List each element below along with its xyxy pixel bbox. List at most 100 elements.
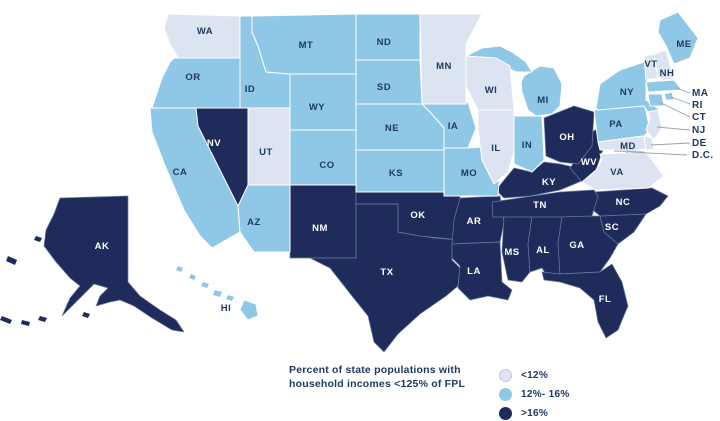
state-label-ga: GA — [569, 240, 584, 251]
legend-title-line1: Percent of state populations with — [289, 364, 461, 376]
state-ut[interactable] — [247, 107, 291, 186]
state-label-tn: TN — [533, 200, 547, 211]
callout-label-ma: MA — [692, 88, 708, 99]
legend-title-line2: household incomes <125% of FPL — [289, 378, 466, 390]
state-hi-island[interactable] — [226, 295, 234, 301]
state-label-ca: CA — [173, 167, 188, 178]
leader-line — [629, 151, 688, 156]
state-ak-island[interactable] — [21, 320, 30, 326]
state-tx[interactable] — [309, 203, 461, 353]
legend-title: Percent of state populations with househ… — [289, 363, 485, 391]
state-label-co: CO — [319, 160, 334, 171]
state-ak-island[interactable] — [82, 312, 90, 318]
state-hi-island[interactable] — [201, 282, 209, 288]
state-label-wy: WY — [309, 102, 325, 113]
state-label-nd: ND — [377, 37, 392, 48]
state-label-wv: WV — [581, 157, 597, 168]
state-label-ms: MS — [504, 247, 519, 258]
state-label-me: ME — [676, 39, 691, 50]
state-label-sd: SD — [377, 82, 391, 93]
state-label-nm: NM — [312, 223, 328, 234]
state-ri[interactable] — [663, 91, 675, 101]
state-label-md: MD — [620, 141, 636, 152]
state-label-tx: TX — [380, 267, 393, 278]
state-label-wi: WI — [485, 85, 498, 96]
state-label-ar: AR — [467, 216, 482, 227]
state-de[interactable] — [643, 135, 655, 151]
state-label-fl: FL — [599, 294, 612, 305]
state-co[interactable] — [289, 129, 357, 186]
legend-swatch-mid-icon — [499, 388, 512, 401]
state-or[interactable] — [151, 57, 241, 109]
state-hi[interactable] — [239, 299, 259, 321]
state-ia[interactable] — [421, 101, 477, 149]
legend-swatch-lt12-icon — [499, 369, 512, 382]
leader-lines-layer — [613, 87, 691, 156]
state-label-ak: AK — [95, 241, 110, 252]
state-hi-island[interactable] — [189, 274, 196, 280]
state-label-il: IL — [491, 143, 500, 154]
state-nj[interactable] — [645, 109, 663, 141]
callout-label-de: DE — [692, 138, 707, 149]
leader-line — [613, 150, 645, 153]
state-label-pa: PA — [609, 119, 623, 130]
state-ak-island[interactable] — [6, 256, 17, 265]
state-label-sc: SC — [605, 222, 619, 233]
state-label-nc: NC — [616, 197, 631, 208]
legend-item-gt16: >16% — [499, 407, 570, 420]
state-label-al: AL — [536, 245, 550, 256]
state-labels-layer: NV NM TX OK AR LA MS AL GA FL SC NC TN KY WV OH AK OR CA ID… — [95, 26, 714, 314]
state-ak-island[interactable] — [34, 236, 42, 242]
state-ak-island[interactable] — [38, 316, 47, 322]
state-label-nh: NH — [660, 68, 675, 79]
state-label-ny: NY — [620, 87, 634, 98]
state-hi-island[interactable] — [176, 266, 183, 272]
state-oh[interactable] — [543, 105, 595, 165]
state-wa[interactable] — [163, 13, 241, 59]
state-va[interactable] — [581, 151, 665, 191]
callout-label-ct: CT — [692, 112, 706, 123]
state-label-mt: MT — [299, 40, 314, 51]
legend-label-gt16: >16% — [521, 408, 549, 419]
leader-line — [656, 126, 691, 131]
legend-label-lt12: <12% — [521, 370, 549, 381]
state-label-va: VA — [610, 167, 624, 178]
state-label-ok: OK — [410, 210, 425, 221]
callout-label-nj: NJ — [692, 125, 706, 136]
legend-swatch-gt16-icon — [499, 407, 512, 420]
state-az[interactable] — [237, 184, 291, 253]
state-wi[interactable] — [465, 55, 515, 111]
legend-label-mid: 12%- 16% — [521, 389, 570, 400]
state-ca[interactable] — [149, 107, 241, 249]
legend-items: <12% 12%- 16% >16% — [499, 363, 570, 421]
state-label-az: AZ — [247, 217, 261, 228]
legend-item-mid: 12%- 16% — [499, 388, 570, 401]
state-label-id: ID — [245, 84, 256, 95]
state-label-wa: WA — [197, 26, 213, 37]
state-label-oh: OH — [559, 132, 574, 143]
state-label-ut: UT — [259, 147, 273, 158]
state-nh[interactable] — [653, 49, 675, 81]
state-label-or: OR — [185, 72, 200, 83]
state-label-ia: IA — [448, 121, 459, 132]
leader-line — [670, 96, 691, 105]
state-tn[interactable] — [491, 189, 599, 218]
state-ny[interactable] — [595, 59, 661, 113]
state-hi-island[interactable] — [213, 290, 222, 297]
state-label-mo: MO — [461, 168, 477, 179]
state-fl[interactable] — [541, 263, 629, 339]
state-ct[interactable] — [647, 93, 665, 107]
state-label-la: LA — [467, 266, 481, 277]
state-il[interactable] — [477, 109, 515, 185]
state-la[interactable] — [451, 241, 513, 301]
callout-label-ri: RI — [692, 100, 703, 111]
leader-line — [675, 87, 691, 94]
state-in[interactable] — [513, 115, 545, 173]
state-ak-island[interactable] — [0, 316, 12, 324]
state-nm[interactable] — [289, 184, 357, 259]
legend-item-lt12: <12% — [499, 369, 570, 382]
state-me[interactable] — [657, 11, 699, 65]
state-ak[interactable] — [43, 195, 185, 333]
state-ma[interactable] — [645, 79, 683, 93]
